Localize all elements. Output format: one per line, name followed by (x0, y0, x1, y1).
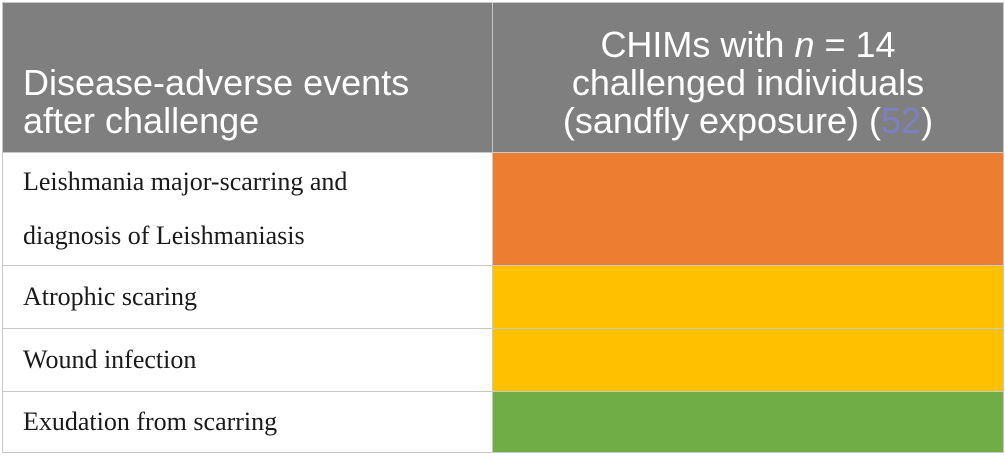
header-col2-suffix: = 14 (814, 24, 896, 65)
header-col2-line3-prefix: (sandfly exposure) ( (562, 100, 882, 141)
row-label-exudation: Exudation from scarring (2, 391, 493, 453)
table-row: Atrophic scaring (2, 265, 1004, 329)
table-row: Wound infection (2, 328, 1004, 392)
header-col2-prefix: CHIMs with (600, 24, 795, 65)
adverse-events-table: Disease-adverse events after challenge C… (2, 2, 1004, 453)
severity-cell-green (492, 391, 1004, 453)
row-label-line1: Leishmania major-scarring and (23, 167, 348, 196)
header-col2-line2: challenged individuals (571, 62, 925, 103)
row-label-leishmania: Leishmania major-scarring and diagnosis … (2, 152, 493, 266)
severity-cell-yellow (492, 265, 1004, 329)
row-label-atrophic: Atrophic scaring (2, 265, 493, 329)
header-disease-events: Disease-adverse events after challenge (2, 2, 493, 153)
header-col1-line2: after challenge (23, 100, 260, 141)
header-chims: CHIMs with n = 14 challenged individuals… (492, 2, 1004, 153)
reference-link-52[interactable]: 52 (881, 100, 922, 141)
table-row: Leishmania major-scarring and diagnosis … (2, 152, 1004, 266)
header-col2-line3-suffix: ) (921, 100, 934, 141)
header-col1-line1: Disease-adverse events (23, 62, 410, 103)
table-row: Exudation from scarring (2, 391, 1004, 453)
row-label-wound: Wound infection (2, 328, 493, 392)
severity-cell-orange (492, 152, 1004, 266)
severity-cell-yellow (492, 328, 1004, 392)
header-col2-n: n (794, 24, 815, 65)
row-label-line2: diagnosis of Leishmaniasis (23, 221, 305, 250)
header-row: Disease-adverse events after challenge C… (2, 2, 1004, 153)
